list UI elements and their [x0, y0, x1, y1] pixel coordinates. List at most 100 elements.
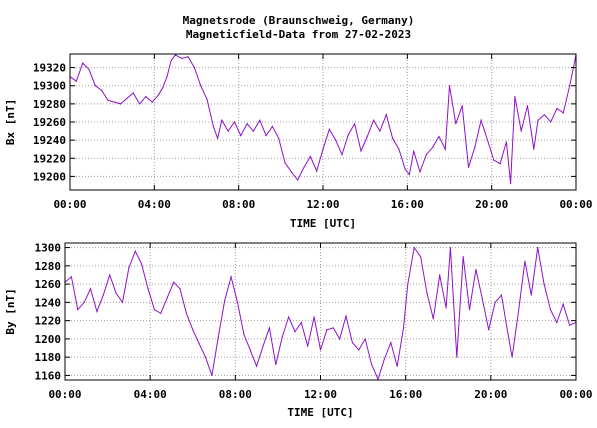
bx-xtick-label: 08:00	[222, 198, 255, 211]
bx-data-point	[145, 96, 147, 98]
bx-xtick-label: 00:00	[559, 198, 592, 211]
bx-data-point	[335, 139, 337, 141]
by-data-point	[383, 358, 385, 360]
bx-data-point	[425, 154, 427, 156]
by-data-point	[488, 329, 490, 331]
by-data-point	[192, 329, 194, 331]
bx-data-point	[221, 119, 223, 121]
bx-data-point	[520, 130, 522, 132]
by-data-point	[449, 246, 451, 249]
bx-data-point	[187, 56, 189, 58]
by-ytick-label: 1200	[35, 333, 62, 346]
by-data-point	[364, 338, 366, 340]
by-data-point	[530, 294, 532, 296]
bx-data-point	[227, 130, 229, 132]
by-data-point	[204, 356, 207, 358]
bx-ytick-label: 19300	[33, 80, 66, 93]
bx-data-point	[252, 130, 255, 132]
bx-data-point	[265, 135, 267, 137]
bx-data-point	[88, 68, 90, 71]
bx-data-point	[526, 105, 529, 107]
by-data-point	[70, 276, 72, 278]
by-data-point	[307, 345, 309, 347]
by-data-point	[432, 318, 434, 320]
bx-data-point	[432, 146, 434, 148]
bx-data-point	[556, 107, 558, 109]
bx-data-point	[233, 121, 236, 123]
by-data-point	[102, 294, 104, 296]
bx-data-point	[157, 94, 160, 96]
by-data-point	[268, 327, 270, 329]
by-data-point	[153, 309, 156, 311]
by-data-point	[402, 327, 405, 329]
by-data-point	[275, 363, 277, 366]
by-data-point	[462, 256, 464, 258]
bx-data-point	[290, 171, 292, 173]
bx-data-point	[413, 150, 415, 152]
bx-data-point	[193, 67, 195, 69]
by-data-point	[445, 307, 447, 309]
bx-data-point	[113, 101, 115, 103]
bx-data-point	[562, 112, 564, 114]
by-xtick-label: 08:00	[219, 388, 252, 401]
by-ytick-label: 1160	[35, 369, 62, 382]
by-ytick-label: 1280	[35, 260, 62, 273]
bx-xtick-label: 04:00	[138, 198, 171, 211]
bx-data-point	[138, 103, 141, 105]
by-data-point	[300, 321, 302, 324]
bx-data-point	[246, 123, 248, 125]
by-ytick-label: 1220	[35, 315, 62, 328]
by-ytick-label: 1300	[35, 242, 62, 255]
bx-data-point	[166, 76, 168, 78]
by-data-point	[294, 330, 296, 333]
by-ytick-label: 1260	[35, 278, 62, 291]
by-ytick-label: 1240	[35, 296, 62, 309]
by-xtick-label: 12:00	[304, 388, 337, 401]
bx-data-point	[75, 80, 77, 82]
by-data-point	[569, 324, 571, 326]
bx-data-point	[341, 154, 343, 156]
by-data-point	[500, 294, 503, 296]
bx-xtick-label: 16:00	[391, 198, 424, 211]
by-data-point	[83, 301, 85, 303]
bx-data-point	[461, 105, 463, 107]
by-data-point	[549, 309, 552, 311]
by-series-line	[65, 246, 576, 380]
bx-data-point	[316, 170, 318, 172]
bx-data-point	[438, 135, 440, 138]
by-data-point	[396, 365, 398, 367]
by-data-point	[481, 298, 483, 300]
by-data-point	[332, 327, 334, 329]
bx-data-point	[543, 114, 545, 116]
bx-data-point	[505, 141, 508, 143]
by-data-point	[217, 336, 219, 338]
by-data-point	[185, 312, 187, 314]
bx-ytick-label: 19200	[33, 170, 66, 183]
by-data-point	[287, 316, 290, 318]
bx-data-point	[278, 137, 280, 139]
by-data-point	[109, 274, 111, 276]
bx-series-line	[70, 54, 576, 184]
by-yaxis-title: By [nT]	[4, 288, 17, 334]
bx-data-point	[537, 119, 539, 121]
bx-data-point	[391, 137, 394, 139]
bx-data-point	[162, 86, 164, 89]
bx-data-point	[170, 59, 172, 61]
bx-data-point	[303, 166, 305, 168]
bx-data-point	[347, 134, 349, 136]
by-data-point	[211, 374, 213, 377]
bx-ytick-label: 19260	[33, 116, 66, 129]
by-data-point	[243, 333, 245, 335]
by-data-point	[256, 365, 258, 367]
by-data-point	[166, 297, 168, 299]
bx-data-point	[366, 135, 368, 138]
by-data-point	[377, 378, 379, 380]
by-data-point	[517, 310, 520, 313]
bx-data-point	[120, 103, 122, 105]
by-data-point	[236, 301, 239, 303]
bx-data-point	[510, 183, 512, 185]
by-xaxis-title: TIME [UTC]	[287, 406, 353, 419]
bx-data-point	[493, 159, 495, 161]
by-data-point	[511, 356, 513, 358]
